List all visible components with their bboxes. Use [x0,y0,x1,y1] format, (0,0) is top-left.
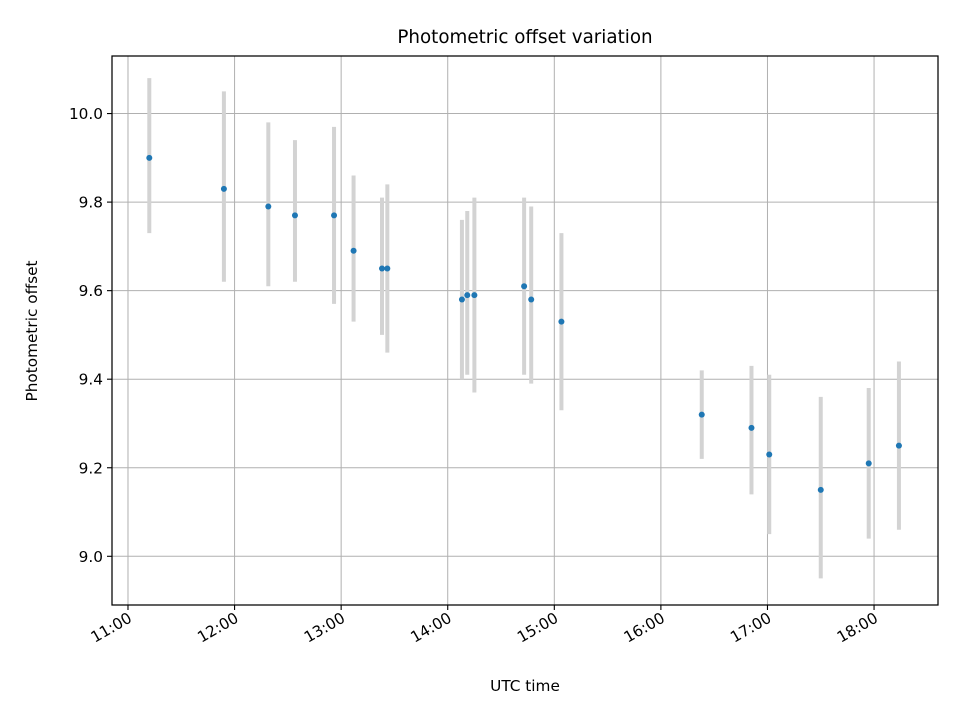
data-point [379,265,386,272]
data-point [766,451,773,458]
data-point [331,212,338,219]
data-point [458,296,465,303]
data-point [865,460,872,467]
y-tick-label: 9.2 [79,459,103,477]
y-tick-label: 9.0 [79,548,103,566]
y-tick-label: 10.0 [69,105,103,123]
data-point [521,283,528,290]
data-point [698,411,705,418]
plot-frame [111,55,939,606]
data-point [146,154,153,161]
data-points [146,154,902,493]
y-tick-label: 9.8 [79,194,103,212]
data-point [220,185,227,192]
data-point [384,265,391,272]
y-axis-label: Photometric offset [23,260,41,401]
data-point [558,318,565,325]
data-point [748,424,755,431]
data-point [471,292,478,299]
x-axis-label: UTC time [490,677,560,695]
data-point [291,212,298,219]
chart-title: Photometric offset variation [397,27,652,48]
data-point [265,203,272,210]
data-point [528,296,535,303]
data-point [350,247,357,254]
data-point [464,292,471,299]
data-point [817,486,824,493]
y-tick-label: 9.4 [79,371,103,389]
data-point [895,442,902,449]
y-axis-ticks: 9.0 9.2 9.4 9.6 9.8 10.0 [69,105,112,566]
y-tick-label: 9.6 [79,282,103,300]
